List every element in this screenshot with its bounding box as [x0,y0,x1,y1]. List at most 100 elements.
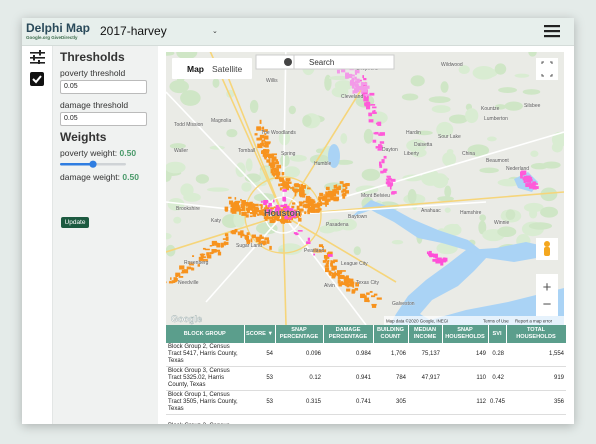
damage-area [345,280,348,284]
table-cell: 75,137 [408,343,442,367]
damage-area [291,205,295,209]
park-area [173,216,182,224]
place-label: Brookshire [176,206,200,212]
damage-area [324,200,327,205]
park-area [176,52,198,60]
damage-area [318,208,322,211]
damage-area [241,200,246,204]
damage-area [286,206,290,211]
damage-area [263,137,267,140]
damage-area [440,261,444,266]
zoom-control[interactable] [536,274,558,316]
satellite-tab[interactable]: Satellite [212,64,243,74]
damage-area [379,141,385,144]
damage-area [312,209,315,213]
damage-area [296,205,300,210]
field-label: poverty threshold [60,68,126,78]
damage-area [181,269,187,273]
terms-link[interactable]: Terms of Use [483,319,509,324]
park-area [530,163,549,170]
place-label: Beaumont [486,158,509,164]
map-tab[interactable]: Map [187,64,204,74]
damage-area [253,203,259,207]
update-button[interactable]: Update [61,217,89,228]
table-cell [244,414,275,424]
park-area [448,114,469,124]
table-cell: 0.12 [275,366,323,391]
damage-area [357,80,361,83]
damage-area [261,139,264,144]
park-area [309,154,330,165]
damage-area [269,154,274,158]
table-cell: 0.315 [275,390,323,415]
table-cell: 54 [244,343,275,367]
search-box[interactable] [293,54,395,70]
damage-area [326,192,329,197]
damage-area [300,189,305,193]
damage-area [383,155,387,159]
dataset-select[interactable]: 2017-harvey [100,24,167,38]
damage-area [268,159,271,163]
dropdown-caret[interactable]: ⌄ [212,28,218,35]
damage-area [327,198,331,202]
damage-area [371,303,377,306]
park-area [551,142,563,153]
damage-area [364,102,369,106]
damage-area [327,259,330,262]
place-label: Sugar Land [236,243,262,249]
damage-area [179,265,185,270]
damage-area [290,187,295,189]
damage-area [288,214,292,219]
text-input[interactable]: 0.05 [60,112,147,126]
damage-area [363,77,367,81]
fullscreen-button[interactable] [536,58,558,80]
damage-area [240,230,244,235]
damage-area [377,121,382,126]
damage-area [342,195,346,199]
weight-slider[interactable] [60,159,126,169]
damage-area [212,244,215,246]
damage-area [325,203,327,207]
place-label: Mont Belvieu [361,193,390,199]
place-label: Todd Mission [174,122,203,128]
damage-area [345,186,348,190]
damage-area [286,221,292,223]
damage-area [263,199,269,204]
damage-area [235,202,238,205]
damage-area [327,190,331,195]
text-input[interactable]: 0.05 [60,80,147,94]
logo-subtitle: Google.org GiveDirectly [26,35,78,40]
report-link[interactable]: Report a map error [515,319,553,324]
map[interactable]: WillisShepherdWildwoodClevelandKountzeSi… [166,52,564,325]
table-cell: 149 [442,343,488,367]
map-type-control [172,58,252,79]
damage-area [307,209,313,213]
zoom-in[interactable]: + [543,279,552,296]
damage-area [276,164,282,169]
damage-area [260,242,266,245]
map-canvas[interactable]: WillisShepherdWildwoodClevelandKountzeSi… [166,52,564,325]
place-label: Needville [178,280,199,286]
damage-area [386,175,390,178]
damage-area [267,209,273,211]
checkbox[interactable] [30,72,44,86]
place-label: Nederland [506,166,529,172]
search-placeholder[interactable]: Search [309,58,334,67]
place-label: Willis [266,78,278,84]
sliders-icon[interactable] [30,50,45,64]
park-area [241,182,252,192]
help-icon[interactable] [284,58,292,66]
damage-area [250,238,253,243]
menu-icon[interactable] [544,25,560,38]
place-label: Spring [281,151,296,157]
results-table: BLOCK GROUP SCORE ▼ SNAP PERCENTAGE DAMAGE … [166,325,566,424]
damage-area [202,247,206,250]
damage-area [279,187,282,191]
weight-value: 0.50 [122,172,139,182]
damage-area [366,105,371,110]
park-area [166,52,175,56]
damage-area [307,198,313,201]
park-area [442,151,457,167]
zoom-out[interactable]: − [543,296,552,313]
